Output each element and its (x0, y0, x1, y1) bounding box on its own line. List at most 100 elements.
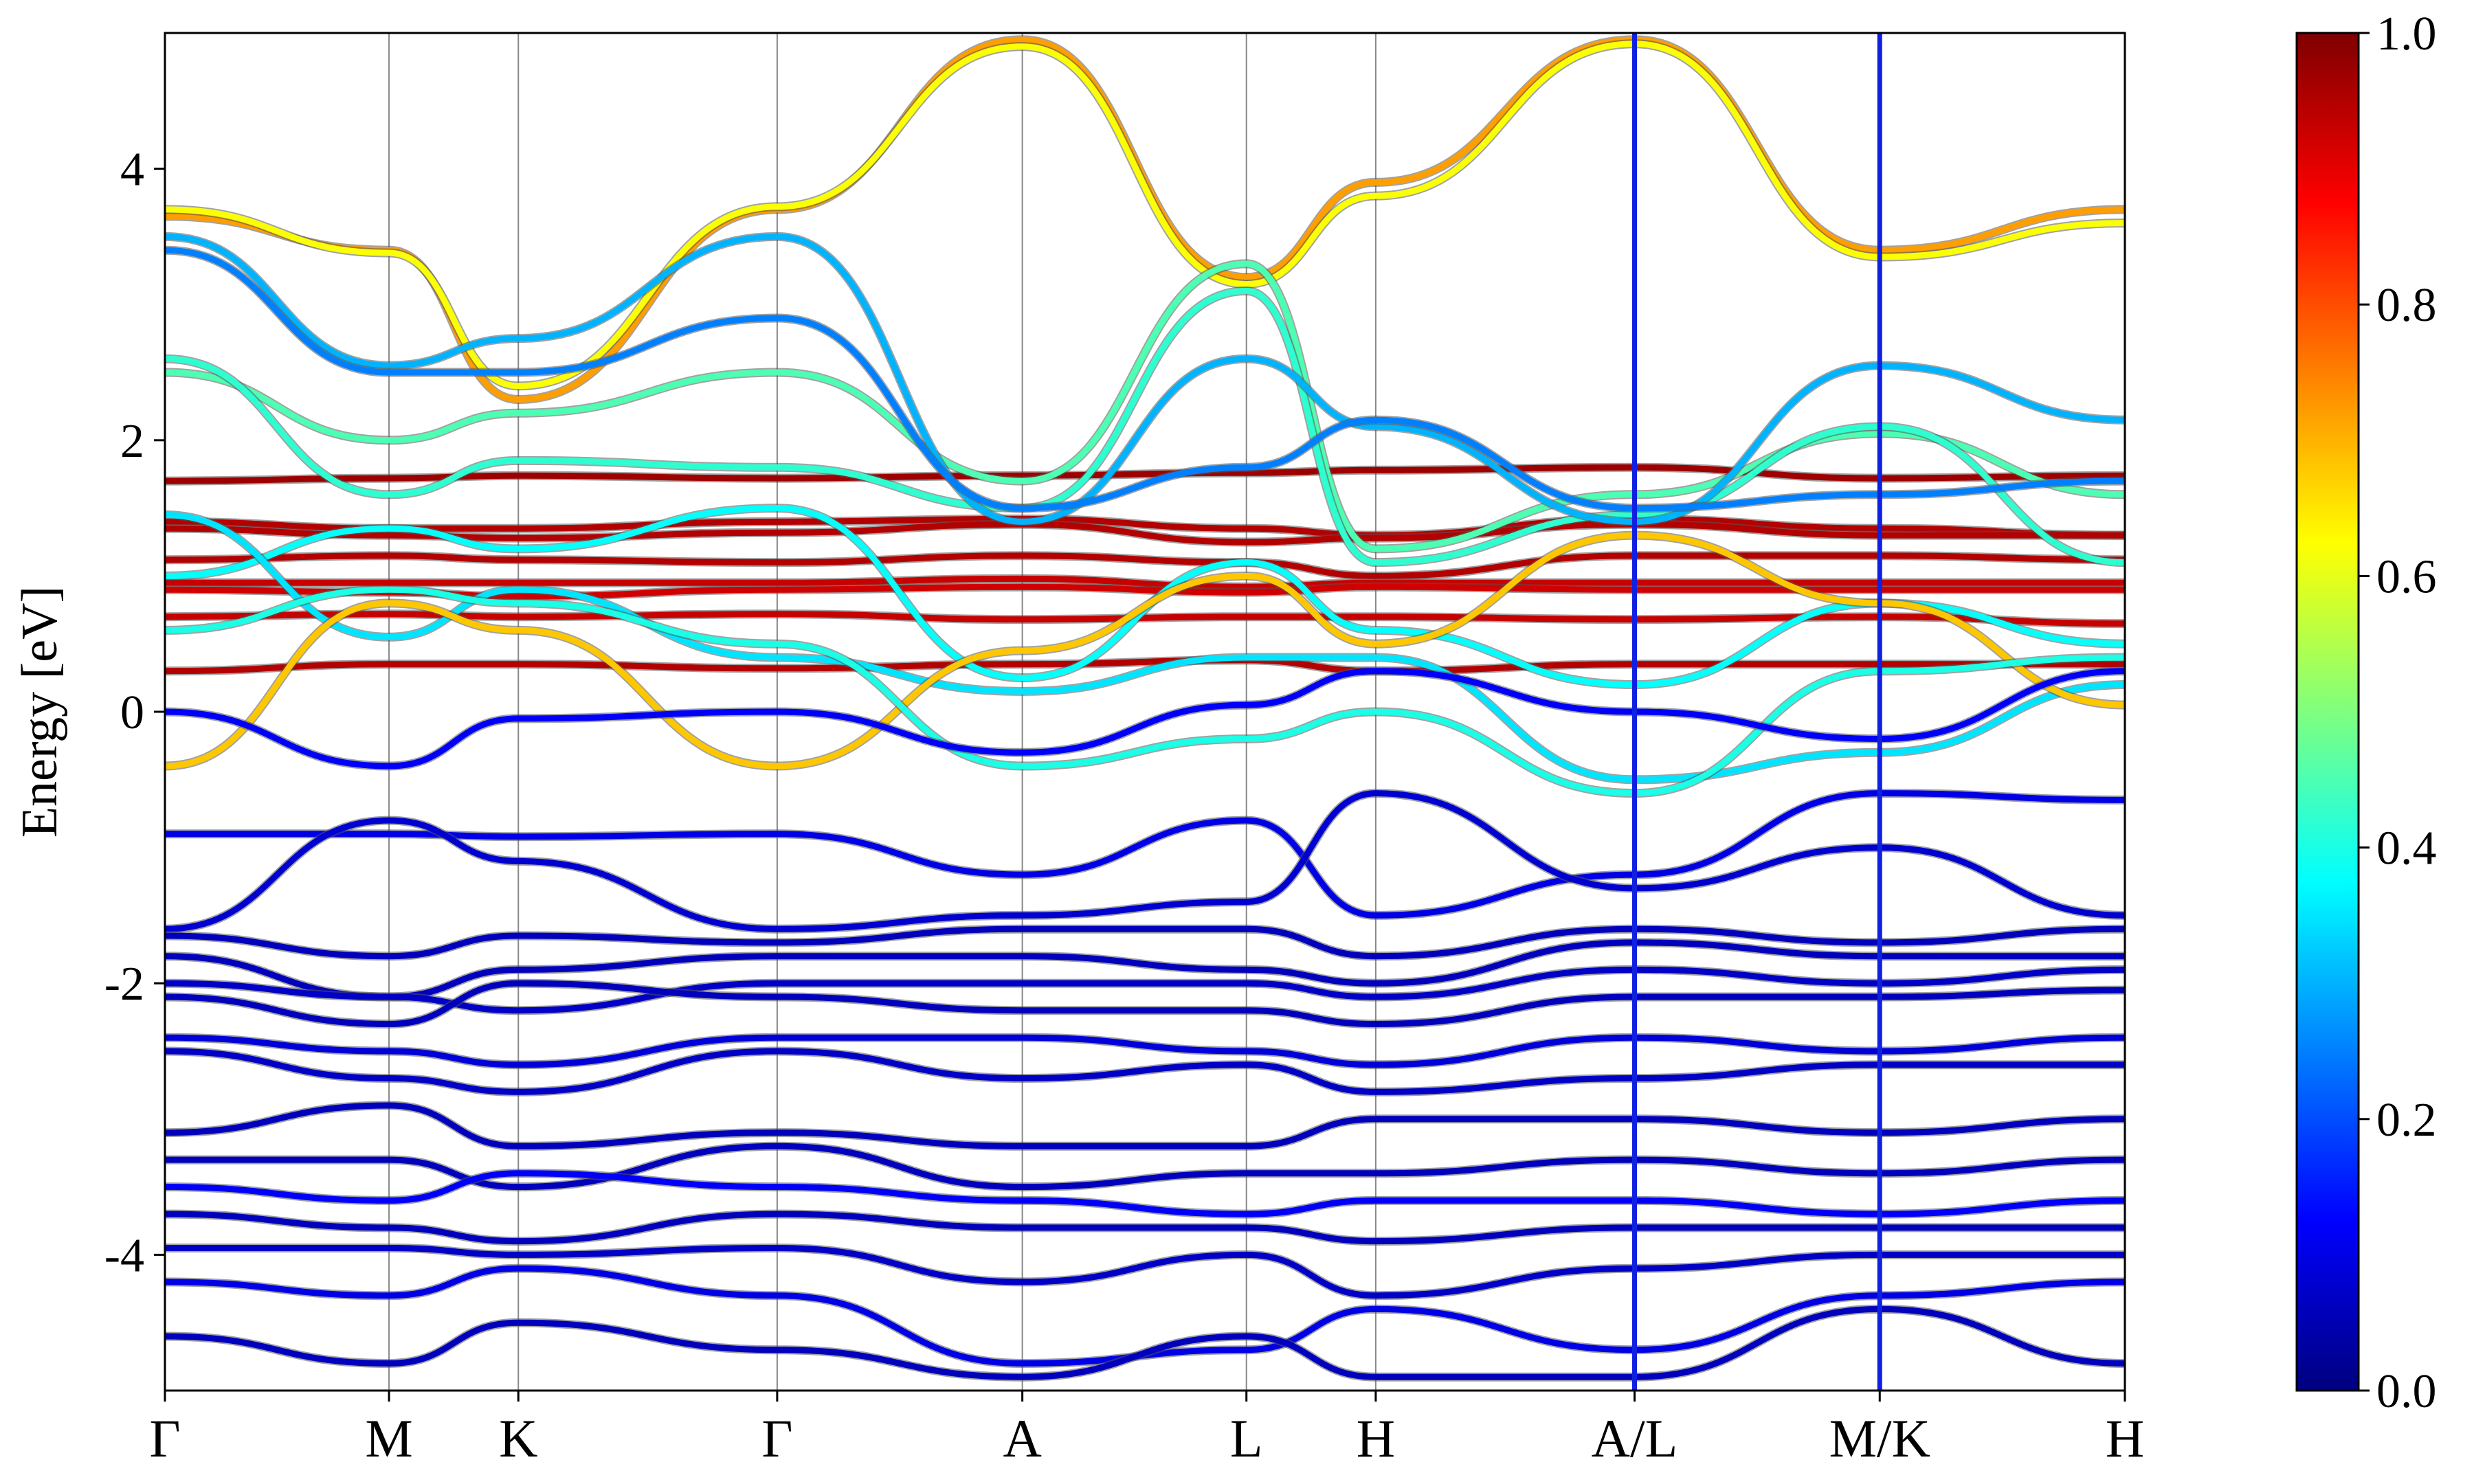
x-tick-label: H (1357, 1408, 1395, 1468)
band-line (1631, 1116, 1883, 1136)
band-line (165, 512, 1638, 783)
band-line (165, 41, 1638, 390)
x-tick-label: Γ (149, 1408, 180, 1468)
colorbar-tick-label: 0.2 (2376, 1094, 2437, 1147)
band-line (1631, 521, 1883, 539)
band-line (165, 464, 1638, 484)
band-line (1631, 1197, 1883, 1217)
band-line (165, 521, 1638, 546)
band-line (1631, 749, 1883, 783)
colorbar-gradient (2295, 32, 2360, 1392)
colorbar-tick-label: 0.6 (2376, 550, 2437, 603)
colorbar-tick-label: 0.0 (2376, 1365, 2437, 1418)
x-tick-label: M (365, 1408, 412, 1468)
band-lines (165, 35, 2125, 1382)
band-line (165, 1211, 1638, 1245)
band-line (165, 817, 1638, 919)
band-line (1631, 939, 1883, 960)
band-line (1631, 491, 1883, 512)
band-line (165, 790, 1638, 932)
band-line (1631, 844, 1883, 892)
x-tick-label: H (2106, 1408, 2144, 1468)
band-line (1876, 206, 2125, 254)
band-line (1876, 654, 2125, 675)
band-line (165, 611, 1638, 623)
band-line (1876, 1305, 2125, 1367)
band-line (1876, 987, 2125, 1000)
band-line (165, 1265, 1638, 1367)
colorbar-tick-label: 0.8 (2376, 279, 2437, 332)
band-line (1876, 362, 2125, 423)
band-line (1876, 790, 2125, 803)
band-line (1631, 430, 1883, 498)
band-line (165, 1102, 1638, 1149)
band-line (1876, 925, 2125, 946)
band-line (1876, 966, 2125, 987)
band-line (1631, 600, 1883, 688)
band-line (1876, 682, 2125, 756)
band-line (165, 1143, 1638, 1191)
y-tick-label: -4 (104, 1229, 144, 1282)
band-line (165, 1244, 1638, 1299)
band-line (1631, 966, 1883, 987)
band-line (1631, 1305, 1883, 1380)
band-line (165, 966, 1638, 1014)
band-line (165, 980, 1638, 1028)
band-line (1631, 925, 1883, 946)
band-line (1876, 472, 2125, 482)
y-tick-label: -2 (104, 958, 144, 1011)
discontinuity-lines (1632, 33, 1882, 1391)
band-line (1876, 1156, 2125, 1177)
band-line (165, 552, 1638, 579)
colorbar-ticks: 0.0 0.2 0.4 0.6 0.8 1.0 (2359, 8, 2437, 1418)
band-line (165, 1034, 1638, 1068)
x-tick-label: A (1003, 1408, 1041, 1468)
band-line (1631, 362, 1883, 525)
band-line (1876, 668, 2125, 742)
plot-background (165, 33, 2125, 1391)
band-line (165, 925, 1638, 960)
band-line (1631, 708, 1883, 742)
band-line (1631, 668, 1883, 797)
x-tick-label: K (499, 1408, 537, 1468)
band-line (1876, 1279, 2125, 1299)
y-tick-label: 0 (120, 686, 144, 739)
band-line (165, 532, 1638, 769)
colorbar-tick-label: 0.4 (2376, 822, 2437, 875)
x-tick-label: Γ (761, 1408, 792, 1468)
band-line (1876, 423, 2125, 566)
band-line (165, 247, 1638, 512)
band-line (1631, 1251, 1883, 1272)
band-line (1876, 220, 2125, 260)
band-line (1876, 1034, 2125, 1055)
colorbar-tick-label: 1.0 (2376, 8, 2437, 60)
band-line (1631, 532, 1883, 607)
band-line (1631, 614, 1883, 623)
y-tick-label: 4 (120, 144, 144, 196)
band-line (1631, 515, 1883, 532)
band-line (1876, 1197, 2125, 1217)
x-axis-ticks: Γ M K Γ A L H A/L M/K H (149, 1391, 2144, 1468)
band-line (1631, 1156, 1883, 1177)
band-line (165, 1319, 1638, 1380)
band-line (1631, 41, 1883, 260)
y-tick-label: 2 (120, 415, 144, 468)
band-line (1876, 1116, 2125, 1136)
colorbar: 0.0 0.2 0.4 0.6 0.8 1.0 (2295, 8, 2437, 1418)
band-line (165, 1170, 1638, 1217)
band-line (165, 586, 1638, 797)
band-line (1631, 1292, 1883, 1353)
x-tick-label: M/K (1829, 1408, 1930, 1468)
band-line (165, 260, 1638, 552)
x-tick-label: A/L (1592, 1408, 1678, 1468)
y-axis-label: Energy [eV] (12, 586, 68, 837)
band-line (1876, 600, 2125, 708)
x-tick-label: L (1230, 1408, 1263, 1468)
band-line (165, 668, 1638, 769)
y-axis-ticks: 4 2 0 -2 -4 (104, 144, 165, 1282)
band-line (1876, 844, 2125, 919)
band-line (1631, 1061, 1883, 1081)
band-line (165, 505, 1638, 688)
band-line (1631, 790, 1883, 878)
